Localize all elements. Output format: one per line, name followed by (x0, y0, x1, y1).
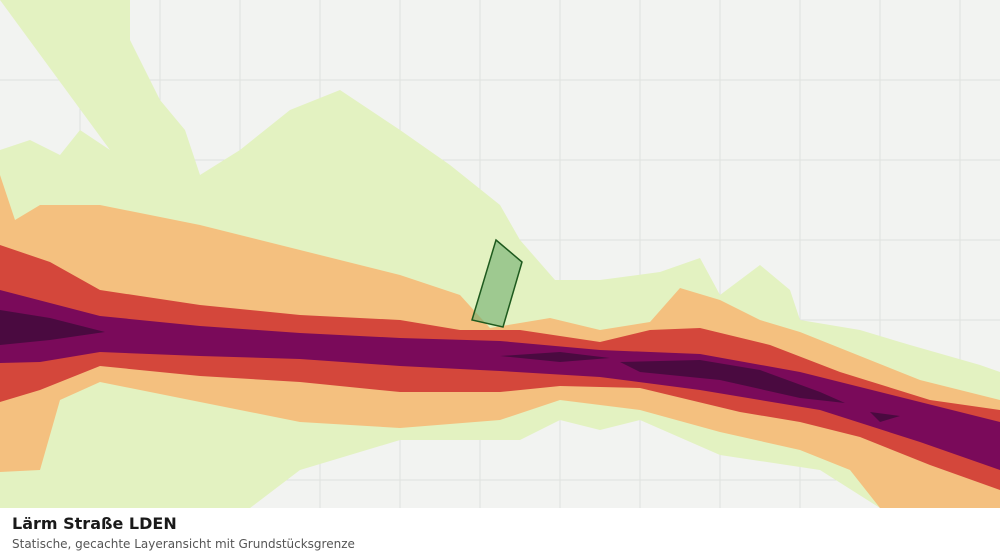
noise-zone-extreme (0, 310, 900, 422)
map-title: Lärm Straße LDEN (12, 514, 177, 533)
map-caption: Lärm Straße LDEN Statische, gecachte Lay… (0, 508, 1000, 560)
noise-zone-very-high (0, 290, 1000, 470)
map[interactable] (0, 0, 1000, 508)
map-subtitle: Statische, gecachte Layeransicht mit Gru… (12, 537, 355, 551)
parcel-boundary[interactable] (471, 238, 523, 328)
